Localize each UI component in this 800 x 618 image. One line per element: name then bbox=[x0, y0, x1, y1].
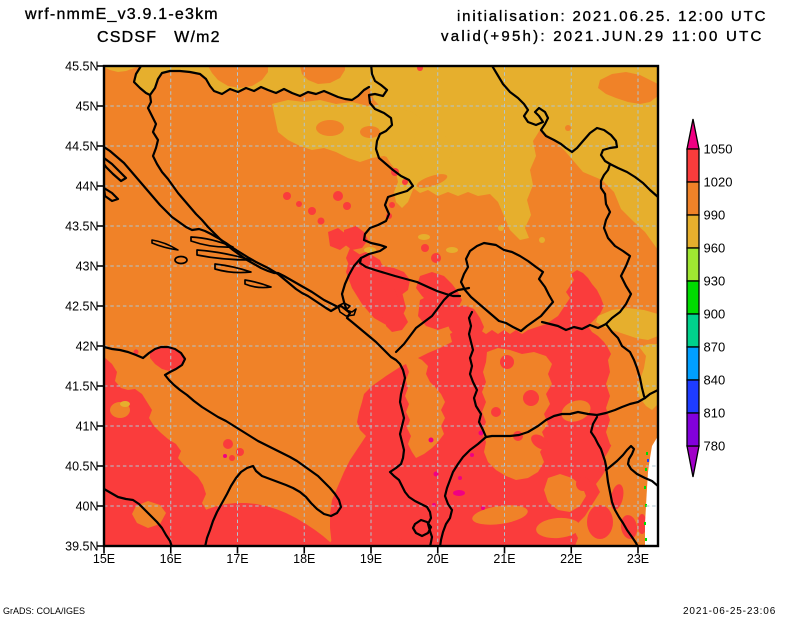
svg-text:18E: 18E bbox=[293, 552, 315, 566]
svg-text:870: 870 bbox=[704, 340, 726, 355]
svg-text:45.5N: 45.5N bbox=[65, 60, 98, 74]
svg-text:43.5N: 43.5N bbox=[65, 220, 98, 234]
svg-text:1050: 1050 bbox=[704, 142, 733, 157]
svg-text:840: 840 bbox=[704, 373, 726, 388]
svg-text:780: 780 bbox=[704, 439, 726, 454]
svg-text:20E: 20E bbox=[427, 552, 449, 566]
svg-text:42N: 42N bbox=[76, 340, 99, 354]
svg-text:900: 900 bbox=[704, 307, 726, 322]
svg-text:17E: 17E bbox=[226, 552, 248, 566]
svg-text:43N: 43N bbox=[76, 260, 99, 274]
svg-text:19E: 19E bbox=[360, 552, 382, 566]
svg-text:41N: 41N bbox=[76, 420, 99, 434]
svg-text:960: 960 bbox=[704, 241, 726, 256]
svg-text:44N: 44N bbox=[76, 180, 99, 194]
svg-text:810: 810 bbox=[704, 406, 726, 421]
svg-text:1020: 1020 bbox=[704, 175, 733, 190]
svg-text:40.5N: 40.5N bbox=[65, 460, 98, 474]
svg-text:23E: 23E bbox=[627, 552, 649, 566]
svg-text:930: 930 bbox=[704, 274, 726, 289]
svg-text:44.5N: 44.5N bbox=[65, 140, 98, 154]
svg-text:39.5N: 39.5N bbox=[65, 540, 98, 554]
svg-text:42.5N: 42.5N bbox=[65, 300, 98, 314]
svg-text:16E: 16E bbox=[160, 552, 182, 566]
svg-text:41.5N: 41.5N bbox=[65, 380, 98, 394]
svg-text:22E: 22E bbox=[560, 552, 582, 566]
svg-text:45N: 45N bbox=[76, 100, 99, 114]
svg-text:40N: 40N bbox=[76, 500, 99, 514]
svg-text:21E: 21E bbox=[493, 552, 515, 566]
svg-text:15E: 15E bbox=[93, 552, 115, 566]
svg-text:990: 990 bbox=[704, 208, 726, 223]
